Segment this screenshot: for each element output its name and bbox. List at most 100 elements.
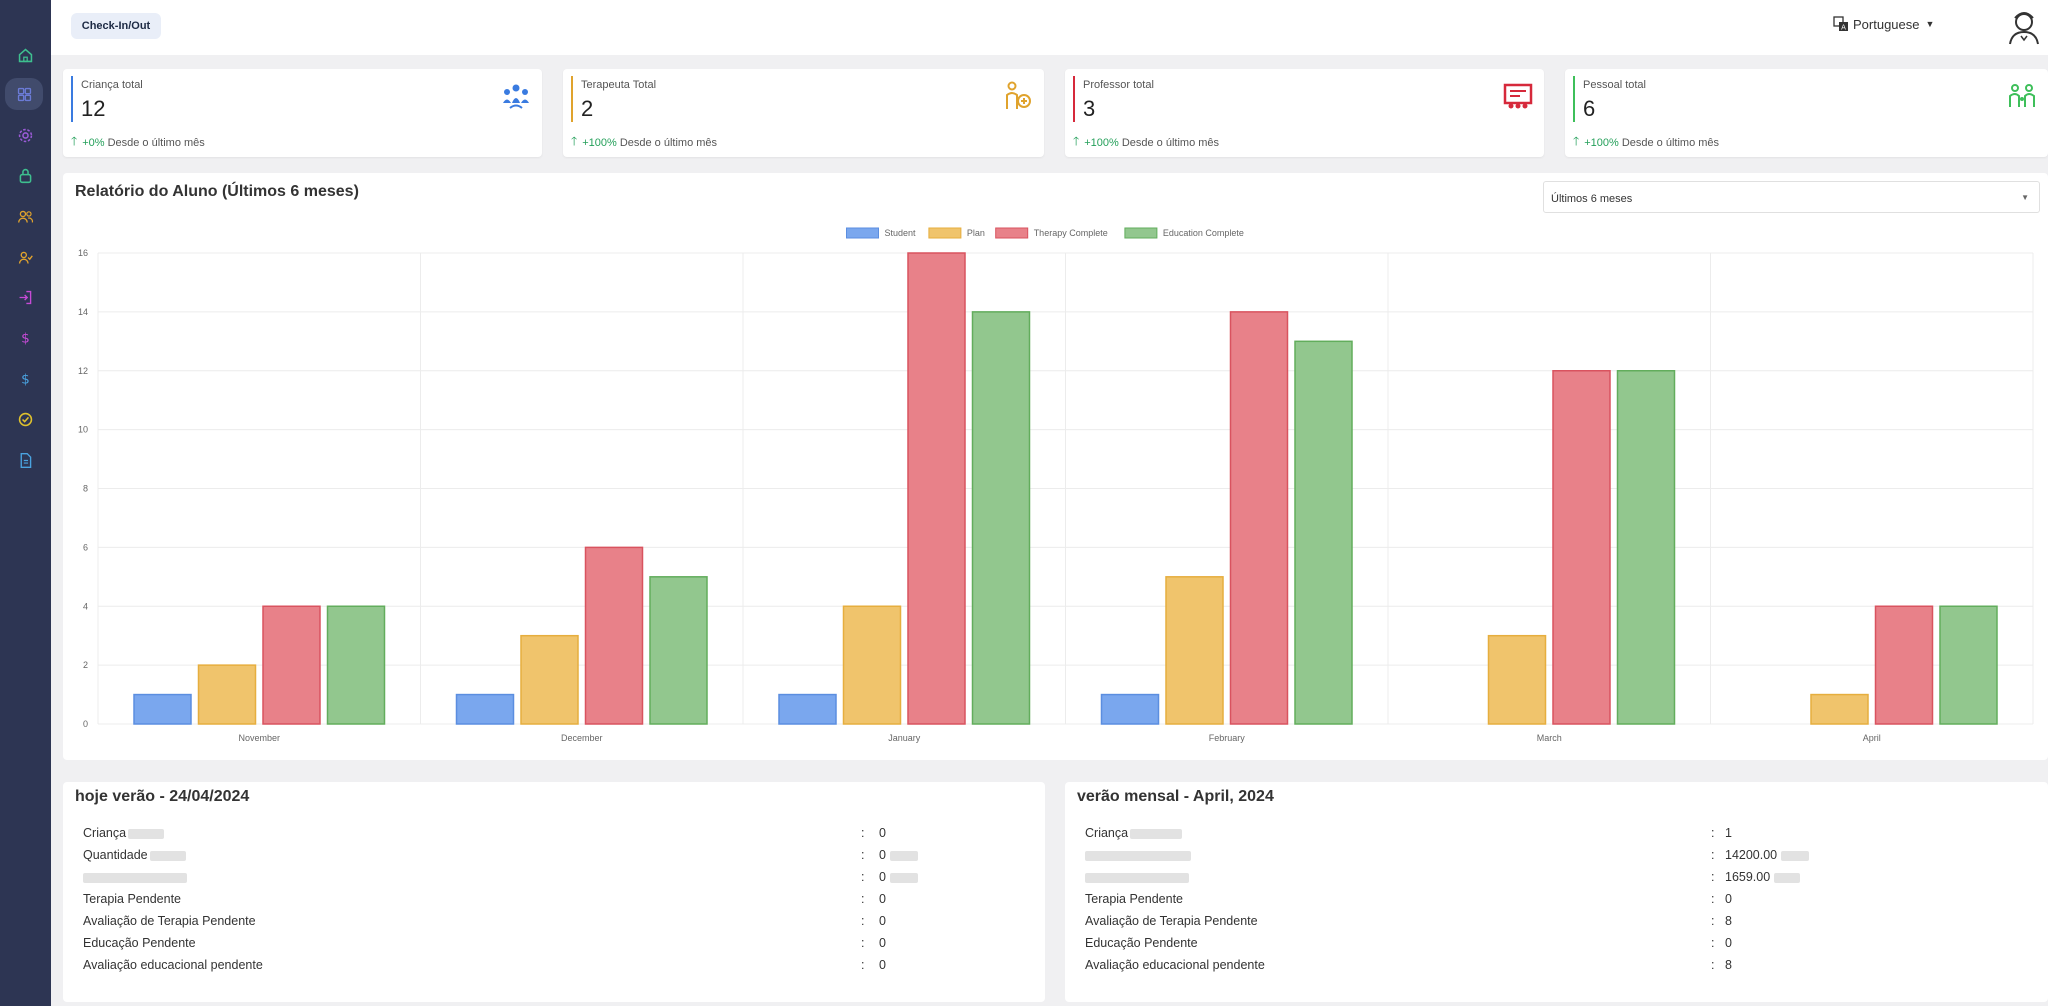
daily-summary-panel: hoje verão - 24/04/2024 Criança:0 Quantid… <box>63 782 1045 1002</box>
bar-therapy-complete <box>584 546 644 725</box>
stat-value: 12 <box>81 96 106 121</box>
users-icon[interactable] <box>10 201 40 231</box>
bar-education-complete <box>1294 340 1353 725</box>
svg-text:$: $ <box>21 371 30 386</box>
y-tick-label: 0 <box>83 719 88 729</box>
redacted-text <box>889 850 918 861</box>
stat-desc: Desde o último mês <box>107 136 205 149</box>
summary-row: Quantidade:0 <box>83 848 1065 868</box>
summary-row-value-wrap: 0 <box>1725 892 1732 906</box>
summary-row-label: Terapia Pendente <box>83 892 181 906</box>
summary-row-value: 14200.00 <box>1725 848 1778 862</box>
stat-desc: Desde o último mês <box>1621 136 1720 149</box>
redacted-text <box>83 872 187 883</box>
summary-row: :14200.00 <box>1085 848 2048 868</box>
bar-student <box>778 693 837 725</box>
gear-icon[interactable] <box>10 120 40 150</box>
redacted-text <box>889 872 918 883</box>
user-avatar-icon[interactable] <box>2006 6 2042 46</box>
summary-row-value-wrap: 1 <box>1725 826 1732 840</box>
separator: : <box>1711 914 1715 928</box>
summary-row-label: Educação Pendente <box>83 936 196 950</box>
stat-pct: +0% <box>82 136 105 149</box>
x-tick-label: April <box>1863 733 1881 743</box>
separator: : <box>861 958 865 972</box>
summary-row-value: 1659.00 <box>1725 870 1771 884</box>
bar-therapy-complete <box>1874 605 1934 725</box>
bar-therapy-complete <box>907 252 966 725</box>
language-dropdown[interactable]: A Portuguese ▼ <box>1833 16 1934 32</box>
y-tick-label: 6 <box>83 542 88 552</box>
separator: : <box>861 848 865 862</box>
dollar-icon[interactable]: $ <box>10 363 40 393</box>
login-icon[interactable] <box>10 282 40 312</box>
bar-plan <box>1810 693 1869 725</box>
dollar-icon[interactable]: $ <box>10 322 40 352</box>
redacted-text <box>1085 872 1189 883</box>
y-tick-label: 8 <box>83 484 88 494</box>
user-check-icon[interactable] <box>10 242 40 272</box>
redacted-text <box>128 828 165 839</box>
summary-row-label: Criança <box>1085 826 1183 840</box>
summary-row-value-wrap: 0 <box>879 936 886 950</box>
summary-row: Avaliação de Terapia Pendente:8 <box>1085 914 2048 934</box>
redacted-text <box>1085 850 1191 861</box>
stat-card-staff: Pessoal total 6 🡑 +100% Desde o último mês <box>1565 69 2048 157</box>
summary-row-value: 1 <box>1725 826 1732 840</box>
summary-row-label: Educação Pendente <box>1085 936 1198 950</box>
summary-row-value-wrap: 0 <box>879 914 886 928</box>
summary-row: :1659.00 <box>1085 870 2048 890</box>
bar-education-complete <box>649 576 708 725</box>
separator: : <box>861 914 865 928</box>
summary-row-value: 0 <box>879 958 886 972</box>
x-tick-label: December <box>561 733 603 743</box>
summary-row-value: 0 <box>879 826 886 840</box>
lock-icon[interactable] <box>10 160 40 190</box>
dashboard-icon[interactable] <box>5 78 43 110</box>
stat-pct: +100% <box>582 136 617 149</box>
arrow-up-icon: 🡑 <box>1073 134 1080 148</box>
home-icon[interactable] <box>10 40 40 70</box>
summary-row: Terapia Pendente:0 <box>1085 892 2048 912</box>
stat-card-teachers: Professor total 3 🡑 +100% Desde o último m… <box>1065 69 1544 157</box>
summary-row-label <box>83 870 187 884</box>
bar-student <box>133 693 192 725</box>
summary-row-value: 0 <box>879 870 886 884</box>
bar-education-complete <box>971 311 1031 725</box>
summary-row-key: Avaliação de Terapia Pendente <box>1085 914 1258 928</box>
y-tick-label: 10 <box>78 425 88 435</box>
bar-education-complete <box>326 605 386 725</box>
monthly-summary-panel: verão mensal - April, 2024 Criança:1:142… <box>1065 782 2048 1002</box>
legend-swatch <box>846 227 879 239</box>
summary-row-label: Avaliação educacional pendente <box>83 958 263 972</box>
chevron-down-icon: ▼ <box>1925 19 1935 29</box>
svg-text:A: A <box>1841 24 1846 32</box>
check-in-out-button[interactable]: Check-In/Out <box>71 13 161 39</box>
summary-row-value-wrap: 0 <box>879 848 918 862</box>
bar-education-complete <box>1616 370 1676 725</box>
separator: : <box>1711 826 1715 840</box>
summary-row-value: 0 <box>1725 892 1732 906</box>
stat-value: 6 <box>1583 96 1596 121</box>
separator: : <box>861 936 865 950</box>
stat-label: Criança total <box>81 79 143 91</box>
summary-row: Terapia Pendente:0 <box>83 892 1065 912</box>
summary-row-value: 8 <box>1725 914 1732 928</box>
summary-row-key: Avaliação educacional pendente <box>83 958 263 972</box>
document-icon[interactable] <box>10 445 40 475</box>
redacted-text <box>149 850 186 861</box>
range-select[interactable]: Últimos 6 meses ▼ <box>1543 181 2040 213</box>
stat-label: Terapeuta Total <box>581 79 657 91</box>
summary-row-value-wrap: 0 <box>1725 936 1732 950</box>
summary-row-value: 0 <box>879 848 886 862</box>
bar-plan <box>842 605 902 725</box>
student-report-chart: 0 2 4 6 8 10 12 14 16 November December January Febr… <box>78 227 2034 743</box>
legend-label: Education Complete <box>1163 228 1244 238</box>
language-label: Portuguese <box>1853 16 1920 32</box>
x-tick-label: November <box>238 733 280 743</box>
summary-row-value-wrap: 0 <box>879 892 886 906</box>
summary-row: Avaliação educacional pendente:0 <box>83 958 1065 978</box>
check-circle-icon[interactable] <box>10 404 40 434</box>
summary-row: :0 <box>83 870 1065 890</box>
summary-row-value-wrap: 0 <box>879 870 918 884</box>
